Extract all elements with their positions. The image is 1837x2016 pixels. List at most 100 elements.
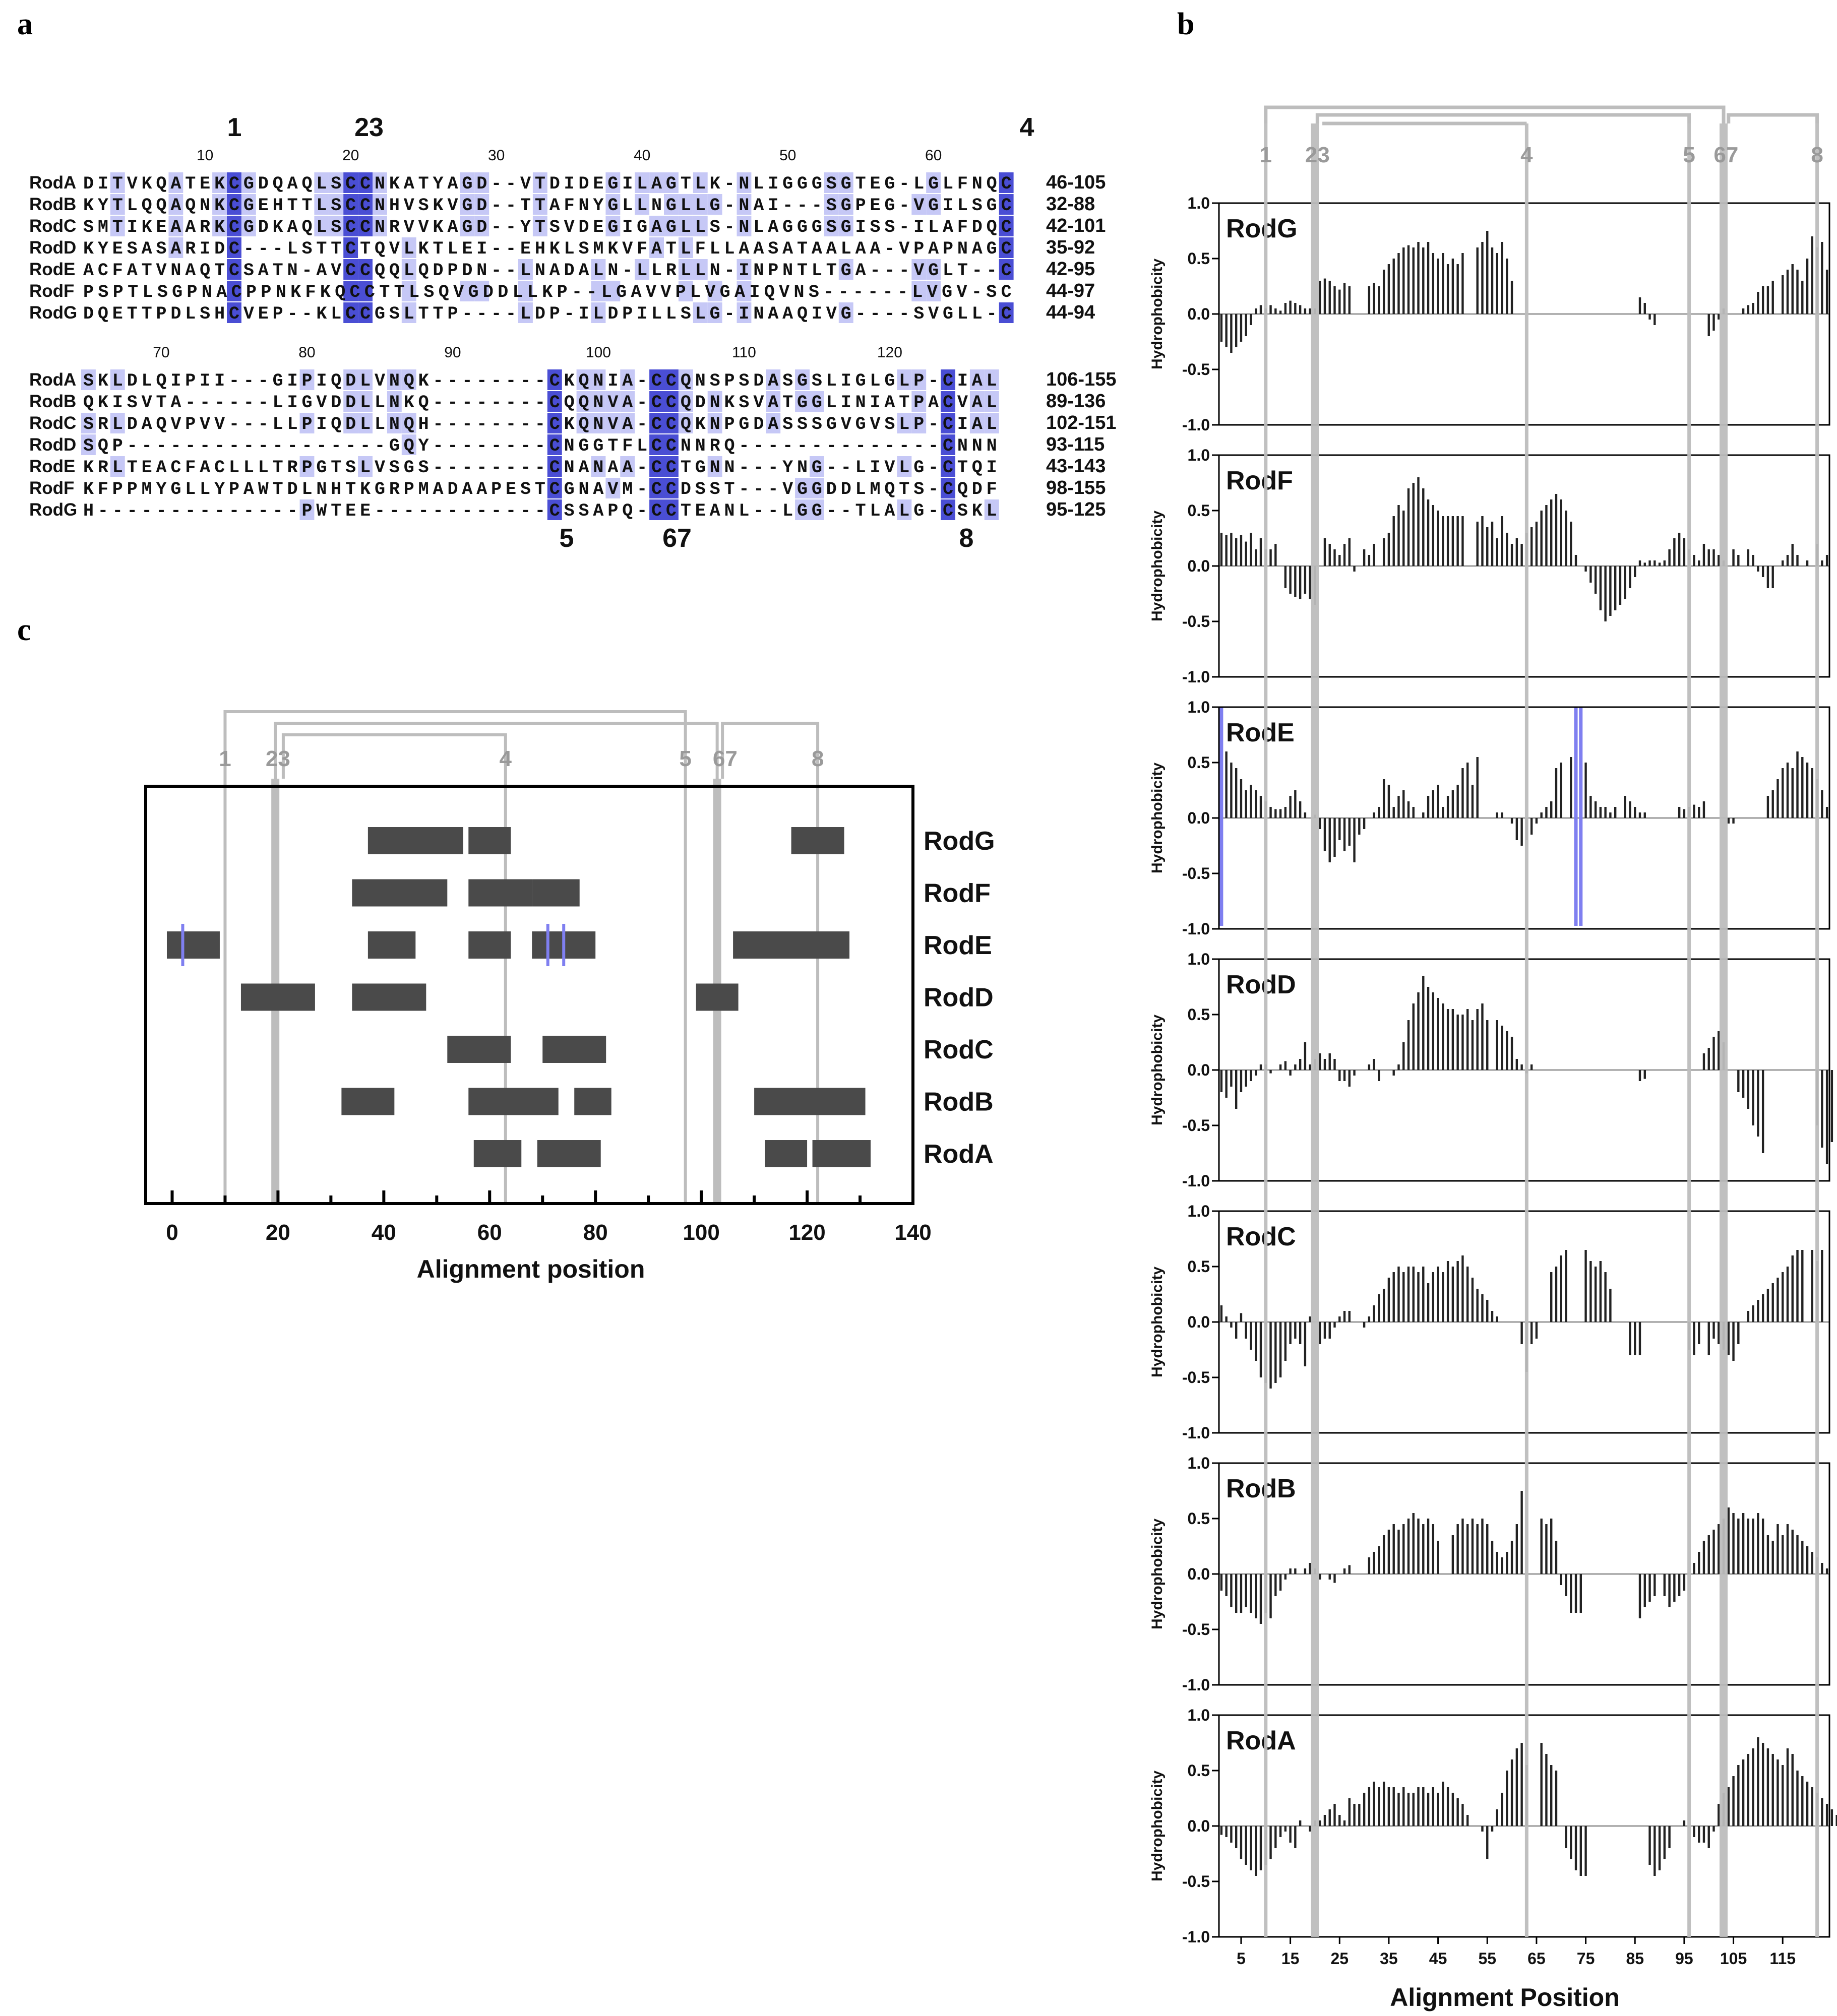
- hydro-bar: [1368, 1064, 1371, 1070]
- hydro-bar: [1718, 1524, 1720, 1574]
- hydro-bar: [1343, 544, 1346, 566]
- sequence-name: RodD: [29, 435, 76, 455]
- hydro-bar: [1496, 1552, 1498, 1574]
- residue-highlight: [401, 413, 416, 433]
- sequence-residues: H--------------PWTEE------------CSSAPQ-C…: [83, 501, 997, 521]
- hydro-bar: [1373, 544, 1375, 566]
- residue-highlight: [707, 302, 722, 323]
- hydro-bar: [1579, 1826, 1582, 1876]
- residue-highlight: [401, 259, 416, 280]
- residue-highlight: [460, 172, 475, 193]
- hydro-bar: [1432, 790, 1435, 818]
- hydrophobic-segment-bar: [468, 827, 511, 854]
- hydro-bar: [1407, 488, 1410, 566]
- y-tick-label: 0.0: [1188, 1565, 1210, 1583]
- x-tick-label: 140: [894, 1220, 931, 1245]
- hydro-bar: [1515, 1748, 1518, 1826]
- hydro-bar: [1240, 1070, 1243, 1092]
- hydro-bar: [1274, 1574, 1277, 1596]
- hydro-bar: [1368, 1316, 1371, 1322]
- hydro-bar: [1718, 314, 1720, 320]
- hydro-bar: [1456, 516, 1459, 566]
- column-number: 120: [877, 344, 902, 361]
- hydro-bar: [1545, 505, 1548, 566]
- hydro-bar: [1299, 1059, 1302, 1070]
- residue-highlight: [678, 369, 693, 390]
- cysteine-label: 8: [959, 524, 974, 553]
- hydro-plot-RodA: 1.0 0.5 0.0 -0.5 -1.0 Hydrophobicity RodA: [1149, 1706, 1837, 1946]
- hydro-bar: [1565, 1826, 1567, 1848]
- residue-highlight: [926, 259, 941, 280]
- x-tick-label: 100: [683, 1220, 719, 1245]
- cysteine-label: 67: [662, 524, 692, 553]
- hydro-bar: [1707, 549, 1710, 566]
- hydro-bar: [1378, 286, 1380, 314]
- hydro-bar: [1432, 992, 1435, 1070]
- hydro-bar: [1446, 1261, 1449, 1322]
- residue-highlight: [766, 391, 781, 412]
- residue-highlight: [343, 369, 358, 390]
- y-tick-label: -1.0: [1182, 1424, 1210, 1442]
- hydro-bar: [1481, 242, 1484, 314]
- hydro-bar: [1294, 1826, 1297, 1848]
- hydro-bar: [1338, 555, 1341, 566]
- hydro-bar: [1304, 566, 1307, 594]
- hydro-bar: [1791, 1754, 1794, 1826]
- residue-highlight: [591, 259, 606, 280]
- hydro-bar: [1501, 242, 1503, 314]
- hydrophobic-segment-bar: [447, 1036, 511, 1063]
- residue-highlight: [358, 172, 373, 193]
- residue-highlight: [227, 172, 241, 193]
- x-tick-label: 120: [788, 1220, 825, 1245]
- column-number: 40: [634, 147, 650, 164]
- y-tick-label: 0.5: [1188, 1761, 1210, 1780]
- hydro-bar: [1235, 1574, 1238, 1613]
- hydro-bar: [1220, 1826, 1223, 1835]
- hydro-bar: [1259, 1826, 1262, 1870]
- residue-highlight: [81, 413, 96, 433]
- hydro-bar: [1496, 812, 1498, 818]
- y-tick-label: 0.5: [1188, 1509, 1210, 1528]
- hydro-bar: [1737, 1070, 1740, 1092]
- hydro-bar: [1427, 1519, 1430, 1574]
- hydro-bar: [1550, 1519, 1553, 1574]
- hydro-y-axis-title: Hydrophobicity: [1149, 763, 1166, 873]
- hydrophobic-segment-bar: [473, 1140, 522, 1167]
- residue-highlight: [474, 172, 489, 193]
- hydro-bar: [1766, 1535, 1769, 1574]
- hydro-bar: [1235, 1826, 1238, 1848]
- hydro-bar: [1442, 807, 1444, 818]
- hydro-bar: [1535, 522, 1538, 566]
- residue-highlight: [576, 369, 591, 390]
- hydro-bar: [1584, 1826, 1587, 1876]
- hydro-bar: [1255, 1322, 1257, 1361]
- hydro-bar: [1412, 247, 1415, 314]
- hydro-bar: [1757, 1737, 1759, 1826]
- y-tick-label: -0.5: [1182, 1872, 1210, 1891]
- hydro-bar: [1432, 505, 1435, 566]
- hydro-bar: [1752, 1519, 1754, 1574]
- hydro-bar: [1678, 807, 1681, 818]
- hydro-bar: [1461, 1015, 1464, 1070]
- hydro-bar: [1486, 231, 1489, 314]
- residue-highlight: [343, 237, 358, 258]
- residue-highlight: [518, 281, 533, 301]
- residue-highlight: [387, 369, 402, 390]
- hydro-bar: [1230, 1070, 1233, 1087]
- residue-highlight: [168, 172, 183, 193]
- residue-highlight: [766, 413, 781, 433]
- hydro-bar: [1752, 555, 1754, 566]
- residue-highlight: [299, 369, 315, 390]
- residue-highlight: [810, 391, 824, 412]
- hydro-bar: [1328, 1053, 1331, 1070]
- residue-highlight: [81, 434, 96, 455]
- segment-row-label: RodE: [924, 931, 992, 960]
- residue-highlight: [168, 194, 183, 215]
- residue-highlight: [810, 499, 824, 520]
- hydro-bar: [1545, 1754, 1548, 1826]
- hydro-bar: [1594, 1267, 1597, 1322]
- hydro-bar: [1259, 305, 1262, 314]
- hydro-bar: [1560, 1574, 1562, 1585]
- hydro-bar: [1259, 1322, 1262, 1377]
- residue-highlight: [941, 478, 955, 498]
